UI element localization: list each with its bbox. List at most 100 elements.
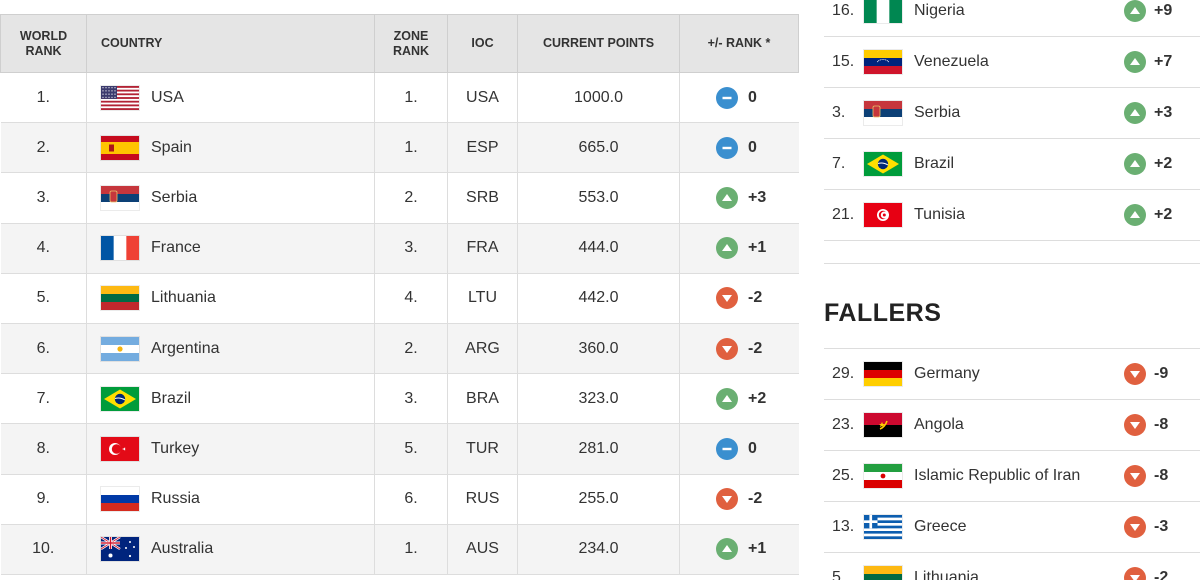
- arrow-down-icon: [716, 488, 738, 511]
- list-item[interactable]: 15. Venezuela +7: [824, 37, 1200, 88]
- mover-rank: 13.: [832, 518, 855, 535]
- header-ioc[interactable]: IOC: [447, 14, 518, 73]
- risers-list: 16. Nigeria +9 15. Venezuela +7 3. Serbi…: [824, 0, 1200, 241]
- list-item[interactable]: 25. Islamic Republic of Iran -8: [824, 451, 1200, 502]
- country-name-link[interactable]: Lithuania: [151, 289, 216, 307]
- list-item[interactable]: 23. Angola -8: [824, 400, 1200, 451]
- country-name-link[interactable]: Russia: [151, 490, 200, 508]
- current-points-cell: 255.0: [517, 474, 680, 525]
- country-name-link[interactable]: Brazil: [914, 155, 955, 172]
- list-item[interactable]: 5. Lithuania -2: [824, 553, 1200, 580]
- no-change-icon: [716, 437, 738, 460]
- table-row[interactable]: 5. Lithuania 4. LTU 442.0 -2: [0, 273, 799, 324]
- arrow-down-icon: [1124, 567, 1146, 580]
- country-name-link[interactable]: Serbia: [151, 188, 198, 206]
- country-name-link[interactable]: Turkey: [151, 439, 200, 457]
- zone-rank-cell: 5.: [374, 423, 448, 475]
- world-rank-cell: 5.: [0, 273, 87, 324]
- header-country[interactable]: COUNTRY: [86, 14, 375, 73]
- zone-rank-cell: 1.: [374, 524, 448, 575]
- country-name-link[interactable]: Islamic Republic of Iran: [914, 467, 1081, 484]
- country-name-link[interactable]: Venezuela: [914, 53, 989, 70]
- table-row[interactable]: 3. Serbia 2. SRB 553.0 +3: [0, 172, 799, 224]
- zone-rank-cell: 1.: [374, 72, 448, 124]
- no-change-icon: [716, 136, 738, 159]
- list-item[interactable]: 7. Brazil +2: [824, 139, 1200, 190]
- mover-change: +2: [1124, 153, 1200, 175]
- ioc-cell: RUS: [447, 474, 518, 525]
- country-name-link[interactable]: Greece: [914, 518, 967, 535]
- rank-change-value: 0: [748, 139, 757, 157]
- current-points-cell: 281.0: [517, 423, 680, 475]
- country-cell: France: [86, 223, 375, 274]
- rank-change-value: +1: [748, 239, 767, 257]
- country-name-link[interactable]: France: [151, 239, 201, 257]
- ioc-cell: USA: [447, 72, 518, 124]
- mover-rank: 25.: [832, 467, 855, 484]
- list-item[interactable]: 29. Germany -9: [824, 349, 1200, 400]
- country-cell: Brazil: [86, 373, 375, 425]
- germany-flag: [864, 362, 902, 387]
- list-item[interactable]: 21. Tunisia +2: [824, 190, 1200, 241]
- table-row[interactable]: 4. France 3. FRA 444.0 +1: [0, 223, 799, 274]
- country-cell: Australia: [86, 524, 375, 575]
- world-rank-cell: 9.: [0, 474, 87, 525]
- arrow-up-icon: [716, 387, 738, 410]
- turkey-flag: [101, 436, 139, 461]
- table-row[interactable]: 10. Australia 1. AUS 234.0 +1: [0, 524, 799, 575]
- rank-change-cell: +1: [679, 223, 799, 274]
- table-row[interactable]: 2. Spain 1. ESP 665.0 0: [0, 122, 799, 174]
- table-row[interactable]: 9. Russia 6. RUS 255.0 -2: [0, 474, 799, 525]
- ioc-cell: ESP: [447, 122, 518, 174]
- country-cell: Lithuania: [86, 273, 375, 324]
- arrow-down-icon: [1124, 516, 1146, 538]
- country-name-link[interactable]: Spain: [151, 138, 192, 156]
- rank-change-value: -3: [1154, 518, 1169, 535]
- table-row[interactable]: 1. USA 1. USA 1000.0 0: [0, 72, 799, 124]
- world-rank-cell: 2.: [0, 122, 87, 174]
- rank-change-cell: 0: [679, 72, 799, 124]
- list-item[interactable]: 16. Nigeria +9: [824, 0, 1200, 37]
- arrow-down-icon: [1124, 465, 1146, 487]
- zone-rank-cell: 6.: [374, 474, 448, 525]
- ioc-cell: BRA: [447, 373, 518, 425]
- header-zone-rank[interactable]: ZONE RANK: [374, 14, 448, 73]
- zone-rank-cell: 2.: [374, 172, 448, 224]
- mover-change: -8: [1124, 414, 1200, 436]
- country-cell: Serbia: [86, 172, 375, 224]
- list-item[interactable]: 13. Greece -3: [824, 502, 1200, 553]
- header-rank-change[interactable]: +/- RANK *: [679, 14, 799, 73]
- table-row[interactable]: 6. Argentina 2. ARG 360.0 -2: [0, 323, 799, 375]
- country-name-link[interactable]: Nigeria: [914, 2, 965, 19]
- country-name-link[interactable]: Argentina: [151, 339, 220, 357]
- rank-change-value: -8: [1154, 416, 1169, 433]
- fiba-ranking-table: WORLD RANK COUNTRY ZONE RANK IOC CURRENT…: [0, 14, 799, 575]
- rank-change-value: -2: [748, 289, 763, 307]
- country-name-link[interactable]: Germany: [914, 365, 980, 382]
- country-name-link[interactable]: Serbia: [914, 104, 961, 121]
- brazil-flag: [864, 152, 902, 176]
- rank-change-value: -9: [1154, 365, 1169, 382]
- country-name-link[interactable]: Brazil: [151, 389, 192, 407]
- country-cell: Turkey: [86, 423, 375, 475]
- country-name-link[interactable]: Tunisia: [914, 206, 965, 223]
- table-row[interactable]: 7. Brazil 3. BRA 323.0 +2: [0, 373, 799, 425]
- world-rank-cell: 8.: [0, 423, 87, 475]
- header-current-points[interactable]: CURRENT POINTS: [517, 14, 680, 73]
- current-points-cell: 1000.0: [517, 72, 680, 124]
- rank-change-value: +7: [1154, 53, 1173, 70]
- arrow-up-icon: [716, 538, 738, 561]
- nigeria-flag: [864, 0, 903, 23]
- country-name-link[interactable]: Angola: [914, 416, 964, 433]
- country-name-link[interactable]: Lithuania: [914, 569, 979, 580]
- country-name-link[interactable]: Australia: [151, 540, 214, 558]
- mover-change: +9: [1124, 0, 1200, 22]
- header-world-rank[interactable]: WORLD RANK: [0, 14, 87, 73]
- list-item[interactable]: 3. Serbia +3: [824, 88, 1200, 139]
- country-name-link[interactable]: USA: [151, 88, 184, 106]
- current-points-cell: 360.0: [517, 323, 680, 375]
- table-row[interactable]: 8. Turkey 5. TUR 281.0 0: [0, 423, 799, 475]
- current-points-cell: 323.0: [517, 373, 680, 425]
- angola-flag: [864, 413, 902, 438]
- table-header-row: WORLD RANK COUNTRY ZONE RANK IOC CURRENT…: [0, 14, 799, 73]
